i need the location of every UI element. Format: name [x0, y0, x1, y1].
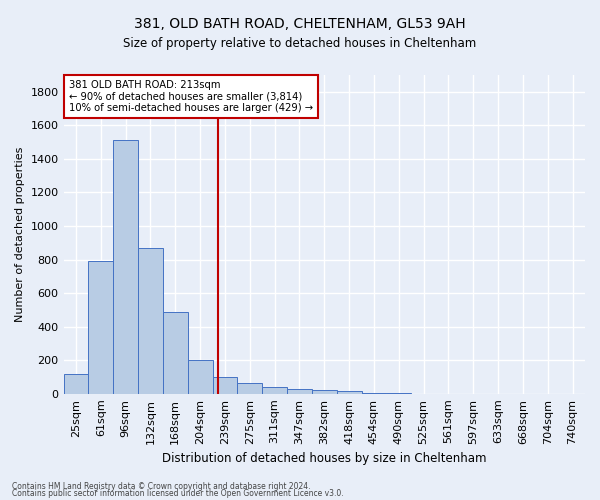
- Y-axis label: Number of detached properties: Number of detached properties: [15, 146, 25, 322]
- Bar: [262, 387, 287, 394]
- Bar: [88, 261, 113, 394]
- Bar: [138, 248, 163, 394]
- Text: Contains HM Land Registry data © Crown copyright and database right 2024.: Contains HM Land Registry data © Crown c…: [12, 482, 311, 491]
- Text: Size of property relative to detached houses in Cheltenham: Size of property relative to detached ho…: [124, 38, 476, 51]
- Text: 381, OLD BATH ROAD, CHELTENHAM, GL53 9AH: 381, OLD BATH ROAD, CHELTENHAM, GL53 9AH: [134, 18, 466, 32]
- Text: 381 OLD BATH ROAD: 213sqm
← 90% of detached houses are smaller (3,814)
10% of se: 381 OLD BATH ROAD: 213sqm ← 90% of detac…: [69, 80, 313, 113]
- Bar: [163, 312, 188, 394]
- Bar: [64, 374, 88, 394]
- Text: Contains public sector information licensed under the Open Government Licence v3: Contains public sector information licen…: [12, 489, 344, 498]
- Bar: [212, 377, 238, 394]
- Bar: [188, 360, 212, 394]
- X-axis label: Distribution of detached houses by size in Cheltenham: Distribution of detached houses by size …: [162, 452, 487, 465]
- Bar: [287, 389, 312, 394]
- Bar: [362, 393, 386, 394]
- Bar: [113, 140, 138, 394]
- Bar: [337, 392, 362, 394]
- Bar: [312, 390, 337, 394]
- Bar: [238, 383, 262, 394]
